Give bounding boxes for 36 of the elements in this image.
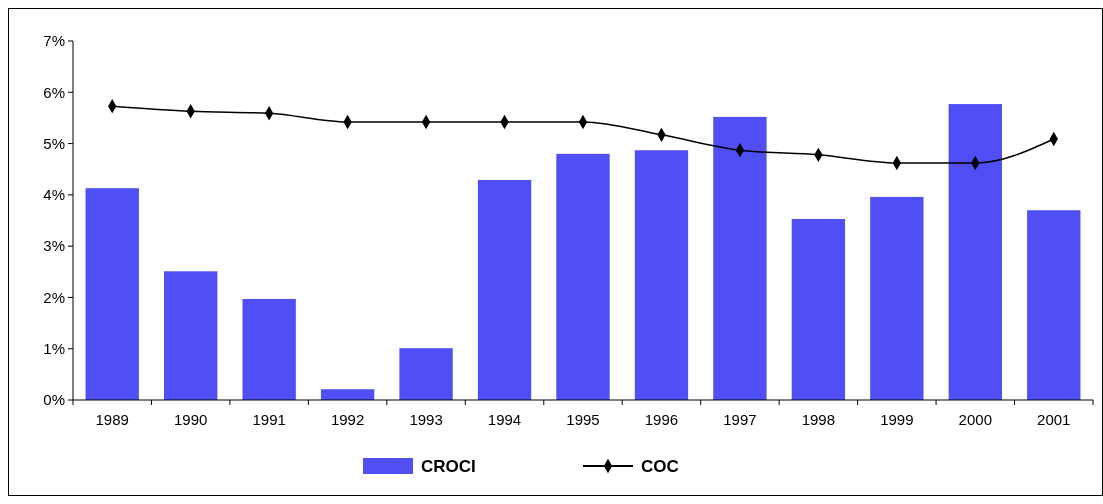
x-tick-label: 1991	[252, 411, 286, 428]
x-tick-label: 1999	[880, 411, 914, 428]
bar	[477, 179, 532, 400]
legend-label: COC	[641, 456, 679, 476]
bar	[713, 116, 767, 400]
x-tick-label: 1990	[174, 411, 208, 428]
legend-label: CROCI	[421, 456, 476, 476]
x-tick-label: 1995	[566, 411, 600, 428]
y-tick-label: 6%	[43, 83, 65, 101]
x-tick-label: 1993	[409, 411, 443, 428]
bar	[791, 218, 846, 400]
x-tick-label: 1992	[330, 411, 365, 428]
y-tick-label: 2%	[43, 288, 65, 306]
bar	[556, 153, 610, 400]
y-tick-label: 5%	[43, 134, 65, 152]
bar	[164, 271, 218, 400]
y-tick-label: 7%	[43, 32, 65, 50]
x-tick-label: 1997	[723, 411, 757, 428]
y-tick-label: 3%	[43, 237, 65, 255]
bar	[320, 389, 375, 400]
bar	[870, 196, 924, 400]
bar	[948, 104, 1002, 400]
x-tick-label: 1994	[487, 411, 522, 428]
y-tick-label: 1%	[43, 339, 65, 357]
bar	[85, 188, 139, 400]
bar	[634, 150, 689, 400]
bar	[242, 298, 296, 400]
bar	[399, 348, 453, 400]
x-tick-label: 1996	[644, 411, 679, 428]
y-tick-label: 0%	[43, 391, 65, 409]
x-tick-label: 2001	[1037, 411, 1071, 428]
x-tick-label: 1989	[95, 411, 129, 428]
y-tick-label: 4%	[43, 186, 65, 204]
bar	[1027, 210, 1081, 400]
x-tick-label: 2000	[958, 411, 992, 428]
x-tick-label: 1998	[801, 411, 836, 428]
